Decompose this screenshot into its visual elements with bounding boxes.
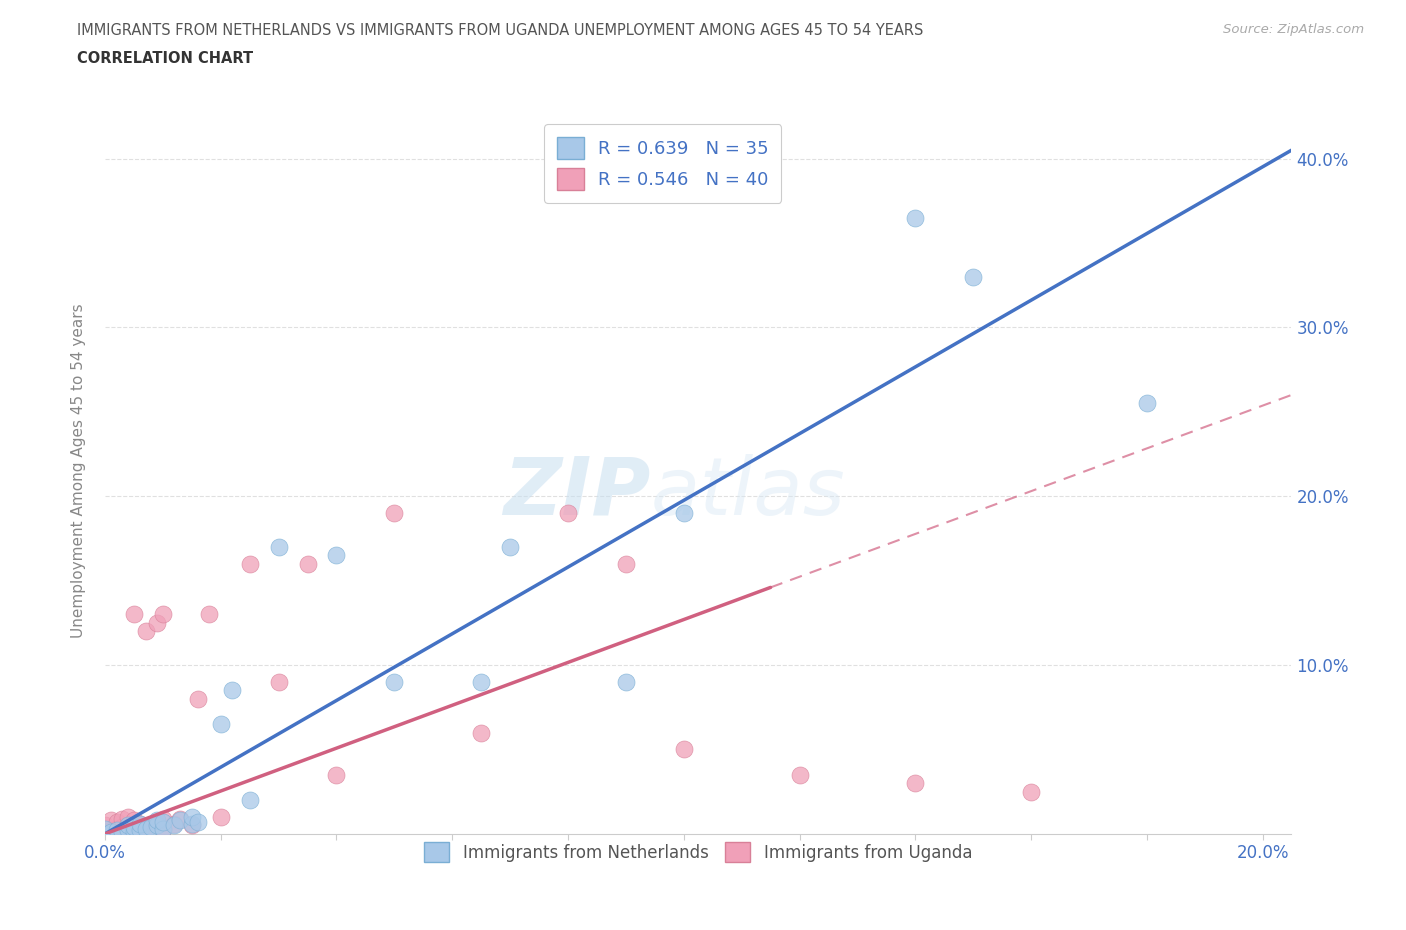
Point [239,792,262,807]
Point [152,811,174,826]
Point [94,827,117,842]
Point [117,823,139,838]
Point [904,210,927,225]
Point [221,683,243,698]
Point [105,815,128,830]
Point [141,819,163,834]
Point [180,817,202,831]
Point [209,717,232,732]
Point [325,767,347,782]
Point [614,674,637,689]
Point [117,809,139,824]
Point [111,819,134,834]
Point [152,607,174,622]
Point [209,809,232,824]
Point [499,539,522,554]
Point [789,767,811,782]
Point [122,819,145,834]
Point [152,815,174,830]
Point [105,821,128,836]
Point [163,817,186,831]
Point [1019,784,1042,799]
Point [672,506,695,521]
Point [122,607,145,622]
Point [146,813,169,828]
Point [122,821,145,836]
Point [267,539,290,554]
Text: CORRELATION CHART: CORRELATION CHART [77,51,253,66]
Point [128,817,150,831]
Point [128,823,150,838]
Point [672,742,695,757]
Point [904,776,927,790]
Point [297,556,319,571]
Point [382,506,405,521]
Point [146,616,169,631]
Point [117,818,139,833]
Point [382,674,405,689]
Text: Source: ZipAtlas.com: Source: ZipAtlas.com [1223,23,1364,36]
Point [180,818,202,833]
Legend: Immigrants from Netherlands, Immigrants from Uganda: Immigrants from Netherlands, Immigrants … [418,835,979,870]
Point [614,556,637,571]
Point [94,821,117,836]
Point [128,817,150,831]
Y-axis label: Unemployment Among Ages 45 to 54 years: Unemployment Among Ages 45 to 54 years [72,303,86,638]
Point [239,556,262,571]
Point [169,811,191,826]
Point [117,818,139,833]
Point [94,818,117,833]
Point [325,548,347,563]
Text: atlas: atlas [651,454,845,532]
Point [1136,396,1159,411]
Point [105,823,128,838]
Point [122,813,145,828]
Point [152,821,174,836]
Point [267,674,290,689]
Point [187,691,209,706]
Point [111,825,134,840]
Point [557,506,579,521]
Point [134,624,156,639]
Point [134,821,156,836]
Point [100,823,122,838]
Point [141,818,163,833]
Point [100,825,122,840]
Point [111,811,134,826]
Point [146,815,169,830]
Point [163,818,186,833]
Point [470,725,492,740]
Point [169,813,191,828]
Text: ZIP: ZIP [503,454,651,532]
Point [470,674,492,689]
Point [198,607,221,622]
Point [134,819,156,834]
Point [94,827,117,842]
Point [100,813,122,828]
Point [180,809,202,824]
Point [152,821,174,836]
Point [146,818,169,833]
Point [962,270,984,285]
Point [122,825,145,840]
Point [187,815,209,830]
Text: IMMIGRANTS FROM NETHERLANDS VS IMMIGRANTS FROM UGANDA UNEMPLOYMENT AMONG AGES 45: IMMIGRANTS FROM NETHERLANDS VS IMMIGRANT… [77,23,924,38]
